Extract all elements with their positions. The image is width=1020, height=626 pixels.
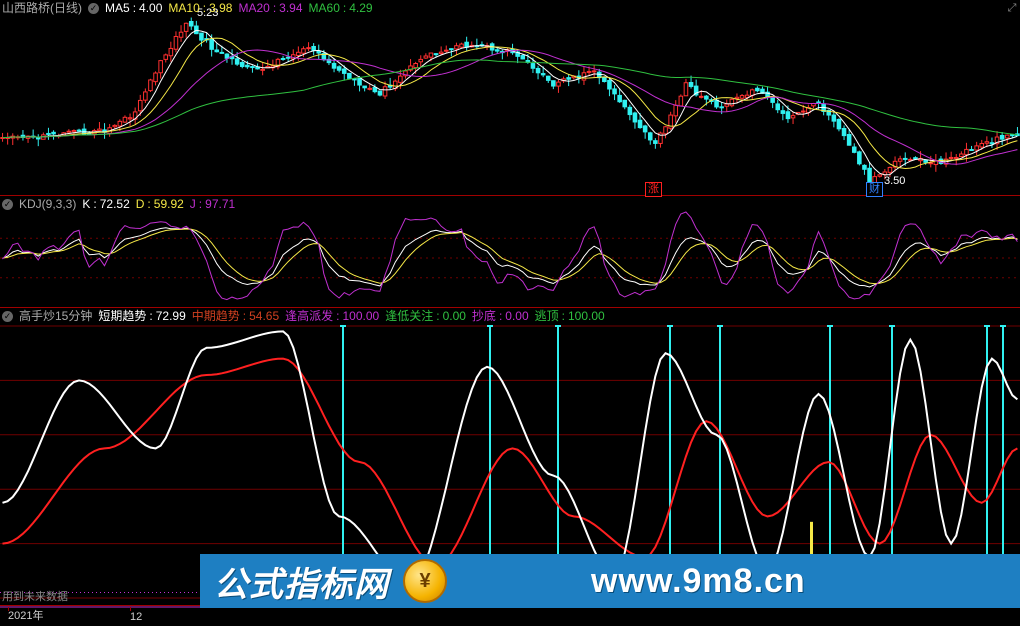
svg-text:3.50: 3.50 [884,175,905,187]
kdj-panel[interactable]: ✓ KDJ(9,3,3) K: 72.52 D: 59.92 J: 97.71 [0,196,1020,308]
check-icon: ✓ [2,199,13,210]
custom-l5: 逃顶: 100.00 [535,309,605,323]
kdj-svg [0,196,1020,308]
stock-title: 山西路桥(日线) [2,1,82,15]
ma10-label: MA10: 3.98 [168,1,232,15]
kdj-title: KDJ(9,3,3) [19,197,76,211]
candlestick-panel[interactable]: 山西路桥(日线) ✓ MA5: 4.00 MA10: 3.98 MA20: 3.… [0,0,1020,196]
price-badge: 涨 [645,182,662,197]
timeaxis-label: 2021年 [8,607,43,623]
check-icon: ✓ [88,3,99,14]
watermark-banner: 公式指标网 ¥ www.9m8.cn [200,554,1020,608]
watermark-coin-icon: ¥ [403,559,447,603]
watermark-right: www.9m8.cn [591,562,806,601]
timeaxis-label: 12 [130,611,142,623]
ma20-label: MA20: 3.94 [238,1,302,15]
kdj-header: ✓ KDJ(9,3,3) K: 72.52 D: 59.92 J: 97.71 [2,197,235,211]
watermark-left: 公式指标网 [214,557,389,606]
candlestick-header: 山西路桥(日线) ✓ MA5: 4.00 MA10: 3.98 MA20: 3.… [2,1,373,15]
time-axis: 2021年 12 [0,606,1020,626]
custom-header: ✓ 高手炒15分钟 短期趋势: 72.99 中期趋势: 54.65 逢高派发: … [2,309,605,323]
custom-l3: 逢低关注: 0.00 [385,309,466,323]
kdj-k-label: K: 72.52 [82,197,129,211]
custom-title: 高手炒15分钟 [19,309,92,323]
kdj-d-label: D: 59.92 [136,197,184,211]
check-icon: ✓ [2,311,13,322]
price-badge: 财 [866,182,883,197]
custom-l2: 逢高派发: 100.00 [285,309,379,323]
candlestick-svg: 5.233.50 [0,0,1020,196]
ma5-label: MA5: 4.00 [105,1,162,15]
ma60-label: MA60: 4.29 [309,1,373,15]
custom-l0: 短期趋势: 72.99 [98,309,185,323]
kdj-j-label: J: 97.71 [190,197,235,211]
timeaxis-svg [0,606,1020,626]
custom-l4: 抄底: 0.00 [472,309,529,323]
future-data-note: 用到未来数据 [2,588,68,604]
custom-l1: 中期趋势: 54.65 [192,309,279,323]
